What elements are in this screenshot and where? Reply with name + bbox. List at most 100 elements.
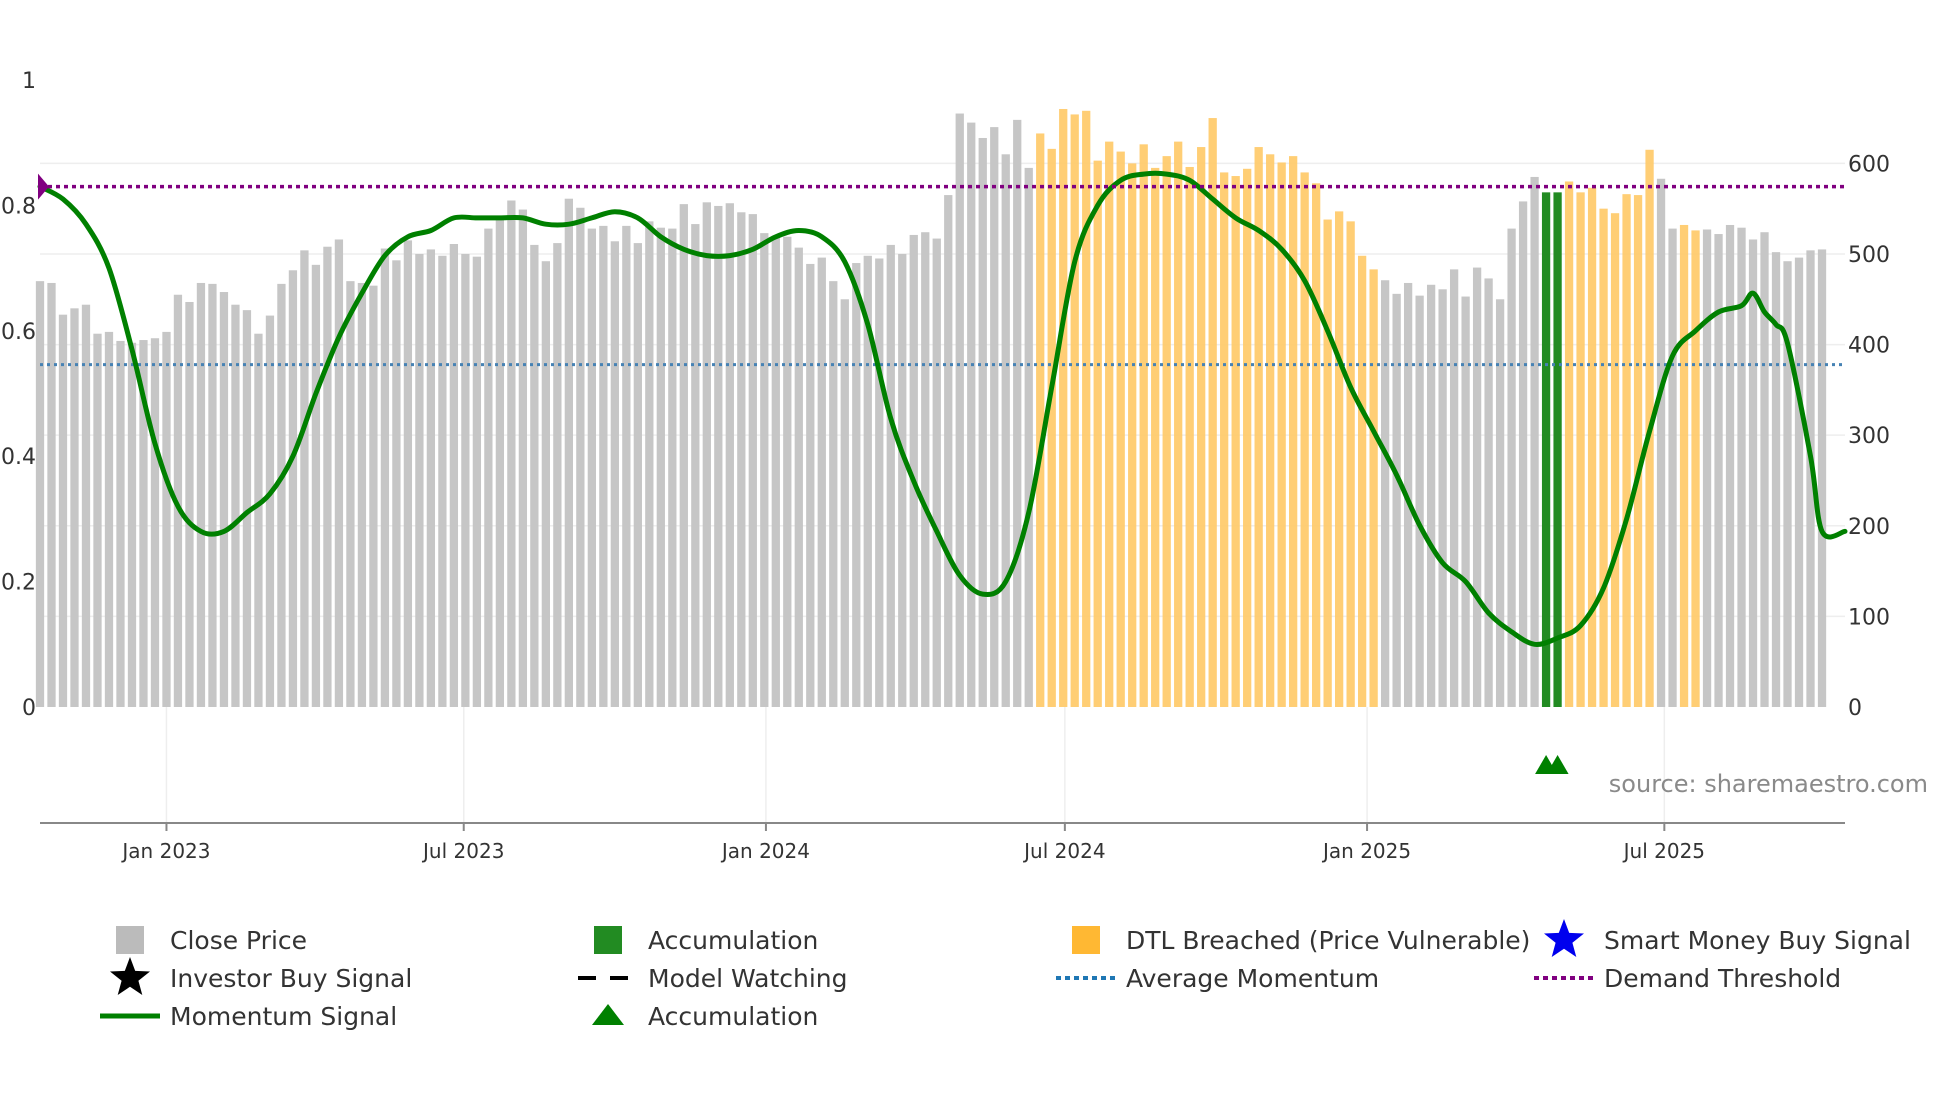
close-price-bar [1817, 249, 1827, 707]
legend-label: Model Watching [648, 964, 848, 993]
date-tick-label: Jan 2023 [120, 839, 210, 863]
legend-item-average-momentum: Average Momentum [1056, 964, 1379, 993]
right-tick-label: 400 [1848, 334, 1890, 359]
close-price-bar [1794, 257, 1804, 707]
dtl-breached-bar [1151, 167, 1160, 707]
dtl-breached-bar [1323, 219, 1332, 707]
date-tick-label: Jul 2023 [421, 839, 504, 863]
right-tick-label: 200 [1848, 515, 1890, 540]
legend-label: Average Momentum [1126, 964, 1379, 993]
close-price-bar [771, 235, 780, 707]
legend-item-model-watching: Model Watching [578, 964, 848, 993]
left-tick-label: 0.2 [1, 571, 36, 596]
accumulation-markers [1535, 755, 1569, 774]
close-price-bar [817, 257, 826, 707]
close-price-bar [806, 263, 815, 707]
dtl-breached-bar [1312, 183, 1321, 708]
dtl-breached-bar [1277, 162, 1286, 707]
close-price-bar [783, 236, 792, 707]
close-price-bar [1783, 261, 1792, 707]
dtl-breached-bar [1369, 269, 1378, 707]
close-price-bar [909, 234, 918, 707]
accumulation-marker [1546, 755, 1569, 774]
close-price-bar [1024, 167, 1033, 707]
legend-label: DTL Breached (Price Vulnerable) [1126, 926, 1530, 955]
dtl-breached-bar [1059, 108, 1068, 708]
close-price-bar [656, 227, 665, 707]
close-price-bar [1737, 227, 1746, 707]
close-price-bar [277, 283, 286, 707]
close-price-bar [1702, 229, 1712, 707]
close-price-bar [1725, 224, 1735, 707]
close-price-bar [35, 281, 45, 707]
close-price-bar [1013, 119, 1022, 708]
close-price-bar [921, 232, 930, 707]
dtl-breached-bar [1139, 144, 1148, 707]
close-price-bar [863, 255, 872, 707]
close-price-bar [725, 203, 734, 708]
legend-label: Accumulation [648, 926, 818, 955]
close-price-bar [1748, 239, 1758, 707]
close-price-bar [955, 113, 964, 707]
close-price-bar [1668, 228, 1677, 707]
date-tick-label: Jan 2024 [720, 839, 810, 863]
close-price-bar [714, 205, 723, 707]
left-tick-label: 0.8 [1, 194, 36, 219]
legend-item-investor-buy-signal: Investor Buy Signal [110, 957, 412, 995]
close-price-bar [185, 301, 194, 707]
close-price-bar [622, 225, 631, 707]
close-price-bar [932, 238, 941, 707]
close-price-bar [116, 340, 125, 707]
close-price-bar [760, 233, 769, 707]
close-price-bar [668, 228, 677, 707]
left-tick-label: 0.4 [1, 445, 36, 470]
close-price-bar [231, 304, 240, 707]
legend-label: Investor Buy Signal [170, 964, 412, 993]
legend-item-dtl-breached: DTL Breached (Price Vulnerable) [1072, 926, 1530, 955]
close-price-bar [748, 214, 757, 707]
close-price-bar [403, 240, 413, 707]
dtl-breached-bar [1197, 147, 1206, 708]
close-price-bar [1530, 176, 1539, 707]
legend-item-accumulation-bar: Accumulation [594, 926, 818, 955]
right-tick-label: 600 [1848, 152, 1890, 177]
accumulation-bar [1541, 192, 1551, 708]
left-tick-label: 0 [22, 696, 36, 721]
close-price-bar [484, 228, 493, 707]
close-price-bar [794, 247, 803, 707]
close-price-bar [438, 255, 447, 707]
close-price-bar [1714, 234, 1723, 707]
close-price-bar [70, 308, 79, 707]
dtl-breached-bar [1357, 255, 1367, 707]
close-price-bar [369, 285, 378, 707]
close-price-bar [300, 250, 309, 707]
close-price-bar [990, 127, 999, 708]
close-price-bar [1656, 178, 1666, 707]
dtl-breached-bar [1576, 192, 1585, 708]
dtl-breached-bar [1254, 147, 1263, 708]
close-price-bar [127, 342, 137, 707]
legend-label: Momentum Signal [170, 1002, 397, 1031]
dtl-breached-bar [1208, 118, 1217, 708]
close-price-bar [219, 292, 229, 707]
momentum-signal [37, 170, 1848, 647]
close-price-bar [1415, 295, 1424, 707]
dtl-breached-bar [1289, 156, 1298, 708]
accumulation-bar [1553, 192, 1562, 708]
close-price-bar [702, 202, 711, 707]
close-price-bar [380, 248, 390, 707]
close-price-bar [898, 253, 907, 707]
dtl-breached-bar [1622, 194, 1631, 707]
close-price-bar [679, 204, 688, 707]
demand-threshold [38, 173, 1845, 200]
dtl-breached-bar [1243, 168, 1252, 708]
left-tick-label: 0.6 [1, 320, 36, 345]
right-tick-label: 100 [1848, 605, 1890, 630]
legend-swatch-smart-money-buy-signal [1544, 919, 1584, 957]
dtl-breached-bar [1070, 114, 1079, 708]
legend-swatch-dtl-breached [1072, 926, 1100, 954]
close-price-bar [162, 331, 171, 707]
dtl-breached-bar [1599, 208, 1608, 707]
close-price-bar [610, 241, 619, 707]
dtl-breached-bar [1691, 230, 1700, 707]
